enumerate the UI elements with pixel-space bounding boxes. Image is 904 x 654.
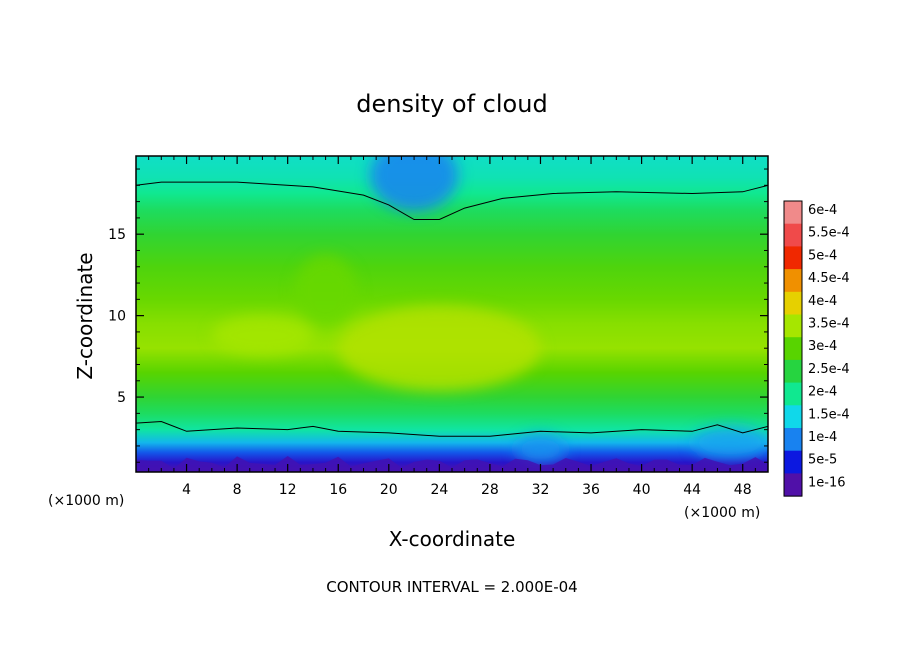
x-tick-label-40: 40 xyxy=(633,482,651,498)
colorbar-label-8: 2e-4 xyxy=(808,385,837,400)
contour-interval: CONTOUR INTERVAL = 2.000E-04 xyxy=(326,578,577,596)
colorbar-label-11: 5e-5 xyxy=(808,453,837,468)
x-tick-label-44: 44 xyxy=(683,482,701,498)
colorbar-swatch-8 xyxy=(784,382,802,406)
x-tick-label-12: 12 xyxy=(279,482,297,498)
colorbar-label-10: 1e-4 xyxy=(808,430,837,445)
colorbar-label-5: 3.5e-4 xyxy=(808,317,850,332)
x-tick-label-20: 20 xyxy=(380,482,398,498)
colorbar-swatch-6 xyxy=(784,337,802,361)
colorbar-label-0: 6e-4 xyxy=(808,203,837,218)
y-tick-label-5: 5 xyxy=(117,390,126,406)
colorbar: 6e-4 5.5e-4 5e-4 4.5e-4 4e-4 3.5e-4 3e-4 2.5e-4… xyxy=(783,200,850,497)
x-tick-label-24: 24 xyxy=(430,482,448,498)
colorbar-label-9: 1.5e-4 xyxy=(808,407,850,422)
colorbar-swatch-7 xyxy=(784,359,802,384)
colorbar-label-2: 5e-4 xyxy=(808,248,837,263)
colorbar-swatch-1 xyxy=(784,223,802,247)
colorbar-swatch-0 xyxy=(784,201,802,225)
upper-contour-line xyxy=(136,181,768,220)
plot-area xyxy=(136,156,768,472)
colorbar-swatch-11 xyxy=(784,450,802,474)
colorbar-label-1: 5.5e-4 xyxy=(808,226,850,241)
colorbar-swatch-9 xyxy=(784,405,802,429)
colorbar-swatch-3 xyxy=(784,269,802,293)
x-tick-label-16: 16 xyxy=(329,482,347,498)
density-feature-2 xyxy=(211,315,313,355)
density-feature-5 xyxy=(692,426,768,459)
colorbar-swatch-10 xyxy=(784,428,802,452)
density-feature-4 xyxy=(515,434,566,464)
x-tick-label-8: 8 xyxy=(233,482,242,498)
density-feature-1 xyxy=(338,305,541,391)
chart-title: density of cloud xyxy=(356,90,547,118)
x-tick-label-28: 28 xyxy=(481,482,499,498)
x-tick-label-32: 32 xyxy=(532,482,550,498)
colorbar-label-6: 3e-4 xyxy=(808,339,837,354)
x-unit-label: (×1000 m) xyxy=(684,505,760,521)
x-axis-label: X-coordinate xyxy=(389,527,516,551)
colorbar-label-12: 1e-16 xyxy=(808,475,846,490)
y-tick-label-15: 15 xyxy=(108,227,126,243)
colorbar-swatch-12 xyxy=(784,473,802,497)
x-tick-label-48: 48 xyxy=(734,482,752,498)
density-feature-3 xyxy=(294,255,358,328)
colorbar-swatch-4 xyxy=(784,291,802,315)
colorbar-label-4: 4e-4 xyxy=(808,294,837,309)
colorbar-swatch-2 xyxy=(784,246,802,270)
colorbar-swatch-5 xyxy=(784,314,802,338)
colorbar-label-7: 2.5e-4 xyxy=(808,362,850,377)
x-tick-label-36: 36 xyxy=(582,482,600,498)
density-feature-0 xyxy=(369,156,459,212)
y-axis-label: Z-coordinate xyxy=(73,252,97,379)
lower-contour-line xyxy=(136,420,768,437)
surface-band xyxy=(136,456,768,472)
z-unit-label: (×1000 m) xyxy=(48,493,124,509)
x-tick-label-4: 4 xyxy=(182,482,191,498)
colorbar-frame xyxy=(783,200,803,497)
y-tick-label-10: 10 xyxy=(108,309,126,325)
colorbar-label-3: 4.5e-4 xyxy=(808,271,850,286)
